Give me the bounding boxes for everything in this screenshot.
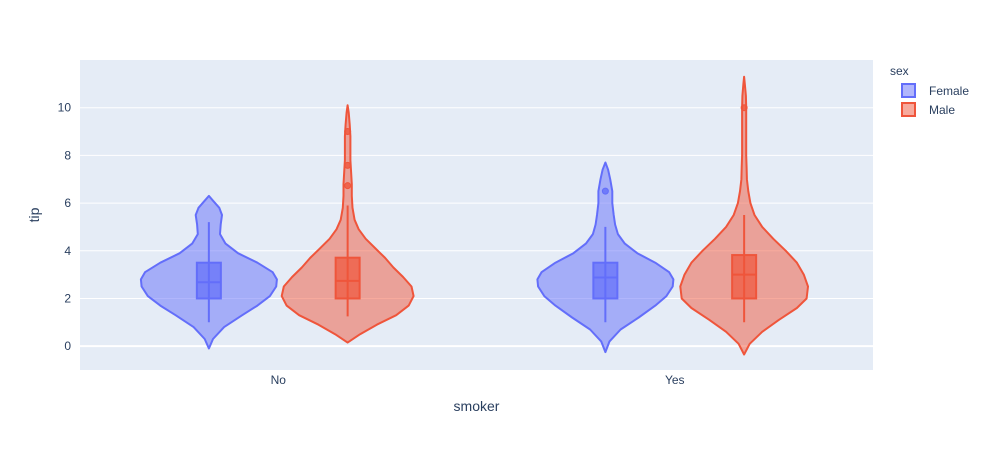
y-tick-labels: 0 2 4 6 8 10 — [58, 101, 72, 353]
legend-title: sex — [890, 64, 909, 78]
box-male-no — [334, 256, 361, 300]
violin-traces — [139, 75, 809, 356]
outlier-female-yes-0 — [601, 187, 609, 195]
legend-label-female: Female — [929, 84, 969, 98]
y-tick-8: 8 — [64, 148, 71, 162]
legend-swatch-female — [901, 83, 916, 98]
legend: sex Female Male — [890, 64, 969, 117]
legend-label-male: Male — [929, 103, 955, 117]
box-female-no — [195, 261, 222, 300]
violin-female-no — [139, 194, 278, 350]
y-tick-0: 0 — [64, 339, 71, 353]
outlier-male-no-1 — [344, 161, 352, 169]
violin-female-yes — [536, 161, 675, 354]
box-female-yes — [592, 261, 619, 300]
x-tick-yes: Yes — [665, 373, 685, 387]
violin-male-no — [280, 104, 415, 344]
x-axis-title: smoker — [454, 398, 500, 414]
y-tick-2: 2 — [64, 291, 71, 305]
legend-item-female[interactable]: Female — [901, 83, 969, 98]
outlier-male-yes-0 — [740, 104, 748, 112]
outlier-male-no-0 — [344, 182, 352, 190]
y-tick-4: 4 — [64, 244, 71, 258]
y-axis-title: tip — [26, 207, 42, 222]
box-male-yes — [731, 254, 758, 300]
legend-item-male[interactable]: Male — [901, 102, 955, 117]
y-tick-6: 6 — [64, 196, 71, 210]
y-tick-10: 10 — [58, 101, 72, 115]
x-tick-no: No — [271, 373, 287, 387]
legend-swatch-male — [901, 102, 916, 117]
outlier-male-no-2 — [344, 128, 352, 136]
violin-male-yes — [679, 75, 809, 356]
x-tick-labels: No Yes — [271, 373, 685, 387]
